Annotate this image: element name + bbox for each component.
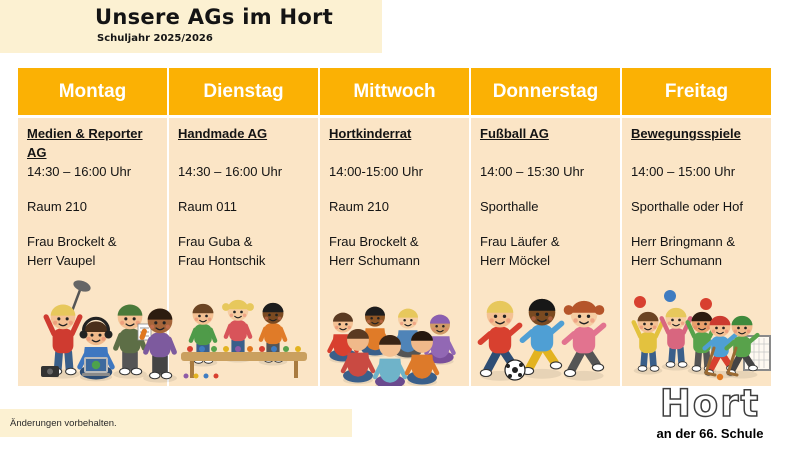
title-box: Unsere AGs im Hort Schuljahr 2025/2026 bbox=[0, 0, 382, 53]
ag-name: Medien & Reporter AG bbox=[27, 126, 143, 160]
ag-name: Hortkinderrat bbox=[329, 126, 412, 141]
ag-staff-line2: Herr Möckel bbox=[480, 253, 551, 268]
footnote-text: Änderungen vorbehalten. bbox=[10, 417, 117, 429]
schedule-cell-freitag: Bewegungsspiele 14:00 – 15:00 Uhr Sporth… bbox=[622, 118, 771, 386]
ag-room: Raum 011 bbox=[178, 199, 238, 214]
hort-logo-text: Hort bbox=[660, 382, 760, 425]
ag-room: Sporthalle bbox=[480, 199, 539, 214]
ag-staff-line2: Herr Schumann bbox=[631, 253, 723, 268]
table-header-row: Montag Dienstag Mittwoch Donnerstag Frei… bbox=[18, 68, 771, 115]
ag-staff: Herr Bringmann & Herr Schumann bbox=[631, 232, 764, 270]
ag-room: Raum 210 bbox=[329, 199, 389, 214]
ag-staff: Frau Brockelt & Herr Vaupel bbox=[27, 232, 160, 270]
day-header-freitag: Freitag bbox=[622, 68, 771, 115]
page-title: Unsere AGs im Hort bbox=[95, 5, 334, 29]
ag-room: Sporthalle oder Hof bbox=[631, 199, 744, 214]
ag-time: 14:30 – 16:00 Uhr bbox=[178, 164, 283, 179]
ag-staff-line2: Herr Vaupel bbox=[27, 253, 96, 268]
hort-logo-subline: an der 66. Schule bbox=[656, 426, 764, 441]
ag-staff: Frau Brockelt & Herr Schumann bbox=[329, 232, 462, 270]
ag-time: 14:00 – 15:00 Uhr bbox=[631, 164, 736, 179]
ag-staff-line1: Frau Läufer & bbox=[480, 234, 560, 249]
hort-logo-wordmark: Hort bbox=[659, 381, 760, 426]
ag-staff-line2: Herr Schumann bbox=[329, 253, 421, 268]
hort-logo: Hort an der 66. Schule bbox=[650, 381, 770, 441]
footnote-strip: Änderungen vorbehalten. bbox=[0, 409, 352, 437]
ag-staff-line1: Herr Bringmann & bbox=[631, 234, 736, 249]
schedule-cell-dienstag: Handmade AG 14:30 – 16:00 Uhr Raum 011 F… bbox=[169, 118, 318, 386]
schedule-cell-montag: Medien & Reporter AG 14:30 – 16:00 Uhr R… bbox=[18, 118, 167, 386]
ag-time: 14:00-15:00 Uhr bbox=[329, 164, 423, 179]
ag-staff-line1: Frau Brockelt & bbox=[27, 234, 117, 249]
ag-room: Raum 210 bbox=[27, 199, 87, 214]
day-header-montag: Montag bbox=[18, 68, 167, 115]
page-subtitle: Schuljahr 2025/2026 bbox=[97, 33, 213, 44]
ag-staff-line1: Frau Guba & bbox=[178, 234, 253, 249]
day-header-dienstag: Dienstag bbox=[169, 68, 318, 115]
schedule-table: Montag Dienstag Mittwoch Donnerstag Frei… bbox=[18, 68, 771, 386]
ag-time: 14:30 – 16:00 Uhr bbox=[27, 164, 132, 179]
ag-staff: Frau Guba & Frau Hontschik bbox=[178, 232, 311, 270]
ag-name: Handmade AG bbox=[178, 126, 268, 141]
schedule-cell-mittwoch: Hortkinderrat 14:00-15:00 Uhr Raum 210 F… bbox=[320, 118, 469, 386]
schedule-cell-donnerstag: Fußball AG 14:00 – 15:30 Uhr Sporthalle … bbox=[471, 118, 620, 386]
ag-staff-line1: Frau Brockelt & bbox=[329, 234, 419, 249]
ag-time: 14:00 – 15:30 Uhr bbox=[480, 164, 585, 179]
table-body-row: Medien & Reporter AG 14:30 – 16:00 Uhr R… bbox=[18, 118, 771, 386]
day-header-mittwoch: Mittwoch bbox=[320, 68, 469, 115]
ag-name: Fußball AG bbox=[480, 126, 549, 141]
ag-staff: Frau Läufer & Herr Möckel bbox=[480, 232, 613, 270]
ag-staff-line2: Frau Hontschik bbox=[178, 253, 266, 268]
day-header-donnerstag: Donnerstag bbox=[471, 68, 620, 115]
ag-name: Bewegungsspiele bbox=[631, 126, 741, 141]
